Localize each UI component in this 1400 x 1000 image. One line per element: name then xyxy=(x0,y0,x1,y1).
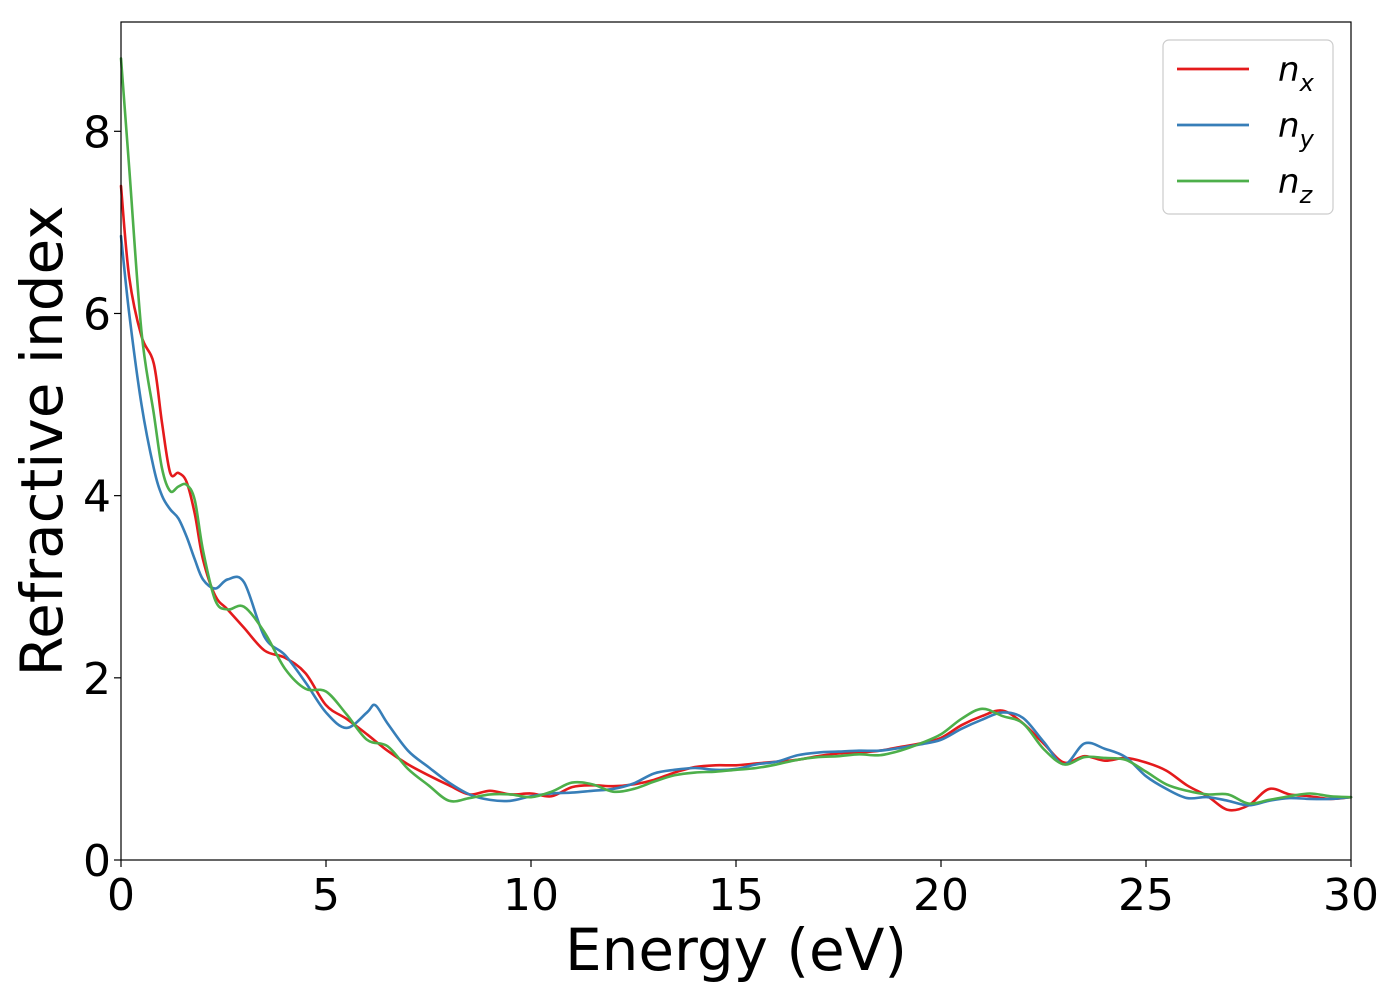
legend-label-main: n xyxy=(1278,162,1300,202)
legend-box xyxy=(1162,39,1334,215)
legend-label-nx: nx xyxy=(1278,50,1315,97)
legend-label-nz: nz xyxy=(1278,162,1314,209)
legend-label-subscript: x xyxy=(1299,69,1315,97)
x-axis-ticks: 0 5 10 15 20 25 30 xyxy=(107,860,1379,921)
y-tick-label: 2 xyxy=(83,654,111,705)
legend-label-main: n xyxy=(1278,106,1300,146)
legend-label-main: n xyxy=(1278,50,1300,90)
x-tick-label: 5 xyxy=(312,870,340,921)
x-tick-label: 15 xyxy=(708,870,764,921)
x-tick-label: 20 xyxy=(913,870,969,921)
y-tick-label: 8 xyxy=(83,107,111,158)
legend-label-subscript: z xyxy=(1299,181,1314,209)
x-tick-label: 30 xyxy=(1323,870,1379,921)
x-tick-label: 0 xyxy=(107,870,135,921)
x-tick-label: 10 xyxy=(503,870,559,921)
y-axis-title: Refractive index xyxy=(8,205,76,676)
series-line-ny xyxy=(119,234,1353,807)
legend-label-ny: ny xyxy=(1278,106,1315,153)
x-tick-label: 25 xyxy=(1118,870,1174,921)
series-layer xyxy=(119,57,1353,812)
y-tick-label: 6 xyxy=(83,289,111,340)
y-tick-label: 4 xyxy=(83,472,111,523)
legend-label-subscript: y xyxy=(1299,125,1315,153)
y-tick-label: 0 xyxy=(83,836,111,887)
y-axis-ticks: 0 2 4 6 8 xyxy=(83,107,121,887)
x-axis-title: Energy (eV) xyxy=(565,916,907,984)
series-line-nz xyxy=(119,57,1353,805)
